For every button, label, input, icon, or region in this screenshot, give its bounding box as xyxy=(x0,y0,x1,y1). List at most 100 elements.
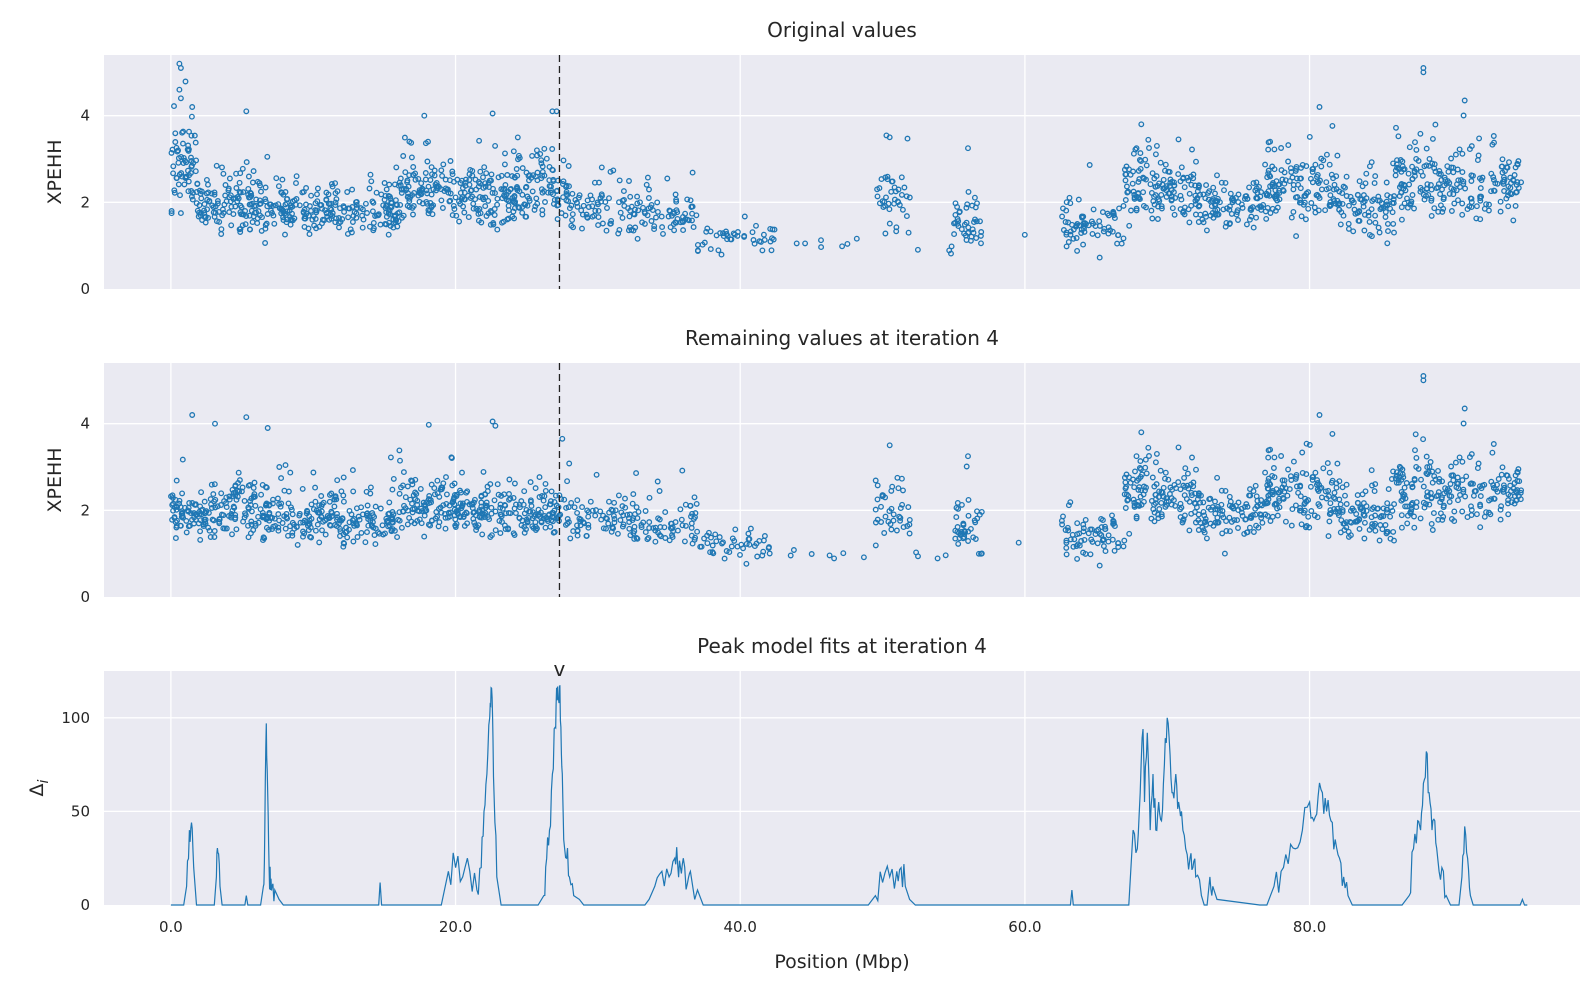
data-point xyxy=(243,159,250,166)
data-point xyxy=(410,164,417,170)
data-point xyxy=(1514,160,1521,167)
data-point xyxy=(977,218,983,225)
data-point xyxy=(1354,500,1361,506)
data-point xyxy=(271,515,278,522)
data-point xyxy=(1489,449,1496,456)
data-point xyxy=(890,511,897,518)
data-point xyxy=(346,507,353,514)
data-point xyxy=(247,530,254,537)
data-point xyxy=(1398,216,1405,223)
data-point xyxy=(1314,178,1321,185)
data-point xyxy=(1497,506,1504,513)
data-point xyxy=(1200,499,1207,506)
data-point xyxy=(1334,460,1341,467)
data-point xyxy=(354,534,361,540)
data-point xyxy=(401,134,408,141)
data-point xyxy=(189,196,196,203)
data-point xyxy=(310,469,317,476)
data-point xyxy=(906,516,913,523)
data-point xyxy=(1363,507,1370,514)
data-point xyxy=(509,198,516,204)
data-point xyxy=(1460,486,1467,493)
data-point xyxy=(1186,527,1193,534)
data-point xyxy=(655,515,662,522)
data-point xyxy=(446,198,453,205)
data-point xyxy=(1160,176,1167,183)
data-point xyxy=(1221,187,1227,194)
data-point xyxy=(1362,180,1369,187)
data-point xyxy=(1454,480,1460,487)
data-point xyxy=(488,504,495,511)
data-point xyxy=(609,507,616,514)
data-point xyxy=(1195,517,1202,524)
data-point xyxy=(1169,205,1176,212)
data-point xyxy=(1142,487,1148,494)
data-point xyxy=(638,522,645,528)
data-point xyxy=(965,512,972,519)
data-point xyxy=(1218,487,1225,494)
data-point xyxy=(307,533,313,540)
data-point xyxy=(1402,187,1409,194)
data-point xyxy=(593,471,600,478)
data-point xyxy=(1153,142,1160,149)
data-point xyxy=(569,190,576,197)
y-tick-label: 4 xyxy=(80,415,90,433)
data-point xyxy=(1134,477,1140,484)
data-point xyxy=(469,501,476,508)
data-point xyxy=(172,535,179,542)
data-point xyxy=(1150,198,1157,205)
data-point xyxy=(610,167,617,174)
data-point xyxy=(169,146,176,153)
data-point xyxy=(482,203,489,210)
data-point xyxy=(1201,519,1208,526)
data-point xyxy=(202,520,209,527)
data-point xyxy=(289,529,296,536)
data-point xyxy=(1431,473,1438,480)
data-point xyxy=(319,501,326,508)
data-point xyxy=(1265,496,1272,503)
data-point xyxy=(1147,181,1154,188)
data-point xyxy=(253,209,260,216)
data-point xyxy=(880,492,887,499)
data-point xyxy=(674,527,681,534)
data-point xyxy=(452,194,459,201)
data-point xyxy=(1297,482,1304,489)
data-point xyxy=(1455,177,1462,184)
data-point xyxy=(235,479,242,486)
data-point xyxy=(1290,208,1297,215)
plot-area xyxy=(104,363,1580,597)
data-point xyxy=(523,506,530,513)
data-point xyxy=(208,505,215,511)
data-point xyxy=(886,206,893,213)
data-point xyxy=(1341,527,1348,533)
data-point xyxy=(492,422,499,429)
data-point xyxy=(193,157,200,164)
data-point xyxy=(1401,200,1408,207)
data-point xyxy=(1343,481,1350,488)
data-point xyxy=(1336,496,1343,503)
data-point xyxy=(510,148,517,155)
data-point xyxy=(1428,520,1435,527)
data-point xyxy=(574,497,581,504)
data-point xyxy=(260,537,266,544)
data-point xyxy=(505,188,512,195)
data-point xyxy=(565,198,572,205)
data-point xyxy=(1085,222,1092,229)
data-point xyxy=(527,497,534,504)
data-point xyxy=(176,497,183,504)
data-point xyxy=(1265,188,1272,195)
data-point xyxy=(188,132,195,139)
data-point xyxy=(713,538,720,545)
data-point xyxy=(874,186,881,193)
data-point xyxy=(293,523,300,530)
data-point xyxy=(1250,180,1257,187)
data-point xyxy=(1271,146,1278,153)
data-point xyxy=(898,475,905,482)
data-point xyxy=(1516,478,1523,485)
data-point xyxy=(385,192,392,199)
data-point xyxy=(170,500,177,507)
data-point xyxy=(1498,503,1505,510)
data-point xyxy=(293,180,299,187)
data-point xyxy=(1372,173,1379,180)
data-point xyxy=(379,522,386,529)
